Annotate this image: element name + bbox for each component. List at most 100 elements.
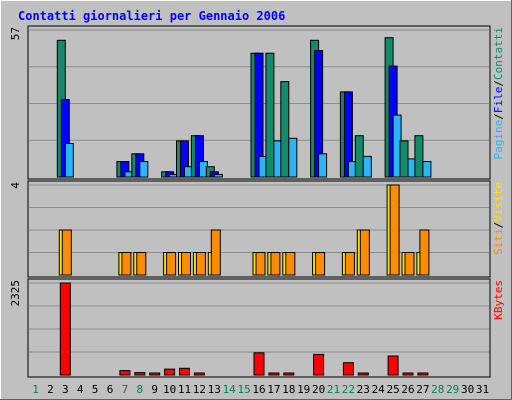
- bar-hits-contatti-day-23: [354, 135, 364, 178]
- bar-visits-siti-day-18: [285, 252, 296, 276]
- bar-hits-pagine-day-13: [213, 173, 223, 178]
- x-tick-label-day-24: 24: [372, 383, 386, 396]
- legend-separator: /: [492, 113, 505, 120]
- legend-separator: /: [492, 80, 505, 87]
- bar-visits-siti-day-27: [419, 229, 430, 276]
- bar-visits-siti-day-11: [181, 252, 191, 276]
- x-tick-label-day-19: 19: [297, 383, 310, 396]
- x-tick-label-day-31: 31: [476, 383, 489, 396]
- bar-visits-siti-day-7: [121, 252, 132, 276]
- bar-hits-contatti-day-27: [414, 135, 424, 178]
- bar-visits-siti-day-13: [210, 229, 221, 276]
- bar-visits-siti-day-8: [136, 252, 147, 276]
- bar-kbytes-kbytes-day-3: [59, 282, 71, 376]
- legend-visits: Siti/Visite: [492, 182, 505, 255]
- bar-kbytes-kbytes-day-20: [313, 353, 325, 376]
- bar-visits-siti-day-12: [195, 252, 206, 276]
- bar-kbytes-kbytes-day-18: [283, 372, 295, 376]
- legend-hits: Pagine/File/Contatti: [492, 27, 505, 159]
- bar-hits-contatti-day-18: [280, 81, 290, 178]
- x-tick-label-day-5: 5: [92, 383, 99, 396]
- x-tick-label-day-14: 14: [223, 383, 237, 396]
- chart-title: Contatti giornalieri per Gennaio 2006: [18, 9, 285, 23]
- x-tick-label-day-12: 12: [193, 383, 206, 396]
- legend-entry-file: File: [492, 87, 505, 114]
- x-tick-label-day-17: 17: [267, 383, 280, 396]
- x-tick-label-day-30: 30: [461, 383, 474, 396]
- legend-entry-contatti: Contatti: [492, 27, 505, 80]
- bar-kbytes-kbytes-day-26: [402, 372, 414, 376]
- bar-visits-siti-day-10: [166, 252, 177, 276]
- bar-kbytes-kbytes-day-8: [134, 372, 146, 376]
- legend-separator: /: [492, 222, 505, 229]
- bar-hits-pagine-day-23: [362, 155, 372, 178]
- x-tick-label-day-22: 22: [342, 383, 355, 396]
- panel-kbytes: 2325 KBytes: [9, 278, 505, 378]
- legend-entry-pagine: Pagine: [492, 120, 505, 160]
- x-tick-label-day-28: 28: [431, 383, 444, 396]
- legend-entry-kbytes: KBytes: [492, 280, 505, 320]
- panel-frame: [27, 25, 491, 180]
- bar-hits-contatti-day-26: [399, 140, 409, 178]
- bar-visits-siti-day-23: [359, 229, 370, 276]
- x-tick-label-day-10: 10: [163, 383, 176, 396]
- x-tick-label-day-21: 21: [327, 383, 340, 396]
- bar-kbytes-kbytes-day-23: [357, 372, 369, 376]
- x-tick-label-day-6: 6: [107, 383, 114, 396]
- x-tick-label-day-1: 1: [32, 383, 39, 396]
- x-tick-label-day-8: 8: [136, 383, 143, 396]
- x-tick-label-day-15: 15: [237, 383, 250, 396]
- y-max-label: 57: [9, 27, 22, 40]
- x-tick-label-day-2: 2: [47, 383, 54, 396]
- bar-kbytes-kbytes-day-17: [268, 372, 280, 376]
- panel-visits: 4 Siti/Visite: [9, 180, 505, 278]
- bar-kbytes-kbytes-day-22: [342, 362, 354, 376]
- bar-kbytes-kbytes-day-9: [149, 372, 161, 376]
- bar-kbytes-kbytes-day-11: [179, 367, 190, 376]
- x-tick-label-day-16: 16: [252, 383, 265, 396]
- bar-kbytes-kbytes-day-16: [253, 352, 265, 376]
- bar-visits-siti-day-16: [255, 252, 266, 276]
- bar-hits-pagine-day-8: [139, 161, 149, 178]
- x-tick-label-day-13: 13: [208, 383, 221, 396]
- bar-visits-siti-day-3: [61, 229, 72, 276]
- x-tick-label-day-18: 18: [282, 383, 295, 396]
- x-tick-label-day-9: 9: [151, 383, 158, 396]
- bar-visits-siti-day-22: [344, 252, 355, 276]
- bar-visits-siti-day-25: [389, 184, 400, 276]
- x-tick-label-day-23: 23: [357, 383, 370, 396]
- bar-kbytes-kbytes-day-12: [193, 372, 205, 376]
- x-tick-label-day-3: 3: [62, 383, 69, 396]
- x-tick-label-day-7: 7: [122, 383, 129, 396]
- bar-hits-pagine-day-20: [318, 153, 328, 178]
- bar-hits-pagine-day-27: [422, 161, 432, 178]
- panel-frame: [27, 180, 491, 278]
- x-tick-label-day-26: 26: [401, 383, 414, 396]
- x-tick-label-day-20: 20: [312, 383, 325, 396]
- y-max-label: 2325: [9, 280, 22, 307]
- legend-kbytes: KBytes: [492, 280, 505, 320]
- bar-visits-siti-day-17: [270, 252, 281, 276]
- bar-kbytes-kbytes-day-27: [417, 372, 429, 376]
- panel-frame: [27, 278, 491, 378]
- bar-visits-siti-day-20: [315, 252, 326, 276]
- bar-kbytes-kbytes-day-10: [164, 368, 176, 376]
- x-tick-label-day-11: 11: [178, 383, 191, 396]
- bar-hits-pagine-day-18: [288, 137, 298, 178]
- y-max-label: 4: [9, 182, 22, 189]
- x-tick-label-day-29: 29: [446, 383, 459, 396]
- x-tick-label-day-27: 27: [416, 383, 429, 396]
- legend-entry-visite: Visite: [492, 182, 505, 222]
- bar-hits-contatti-day-17: [265, 52, 275, 178]
- x-tick-label-day-4: 4: [77, 383, 84, 396]
- legend-entry-siti: Siti: [492, 228, 505, 255]
- bar-kbytes-kbytes-day-7: [119, 370, 131, 376]
- bar-visits-siti-day-26: [404, 252, 415, 276]
- bar-kbytes-kbytes-day-25: [387, 355, 399, 376]
- x-tick-label-day-25: 25: [386, 383, 399, 396]
- bar-hits-pagine-day-3: [64, 143, 74, 178]
